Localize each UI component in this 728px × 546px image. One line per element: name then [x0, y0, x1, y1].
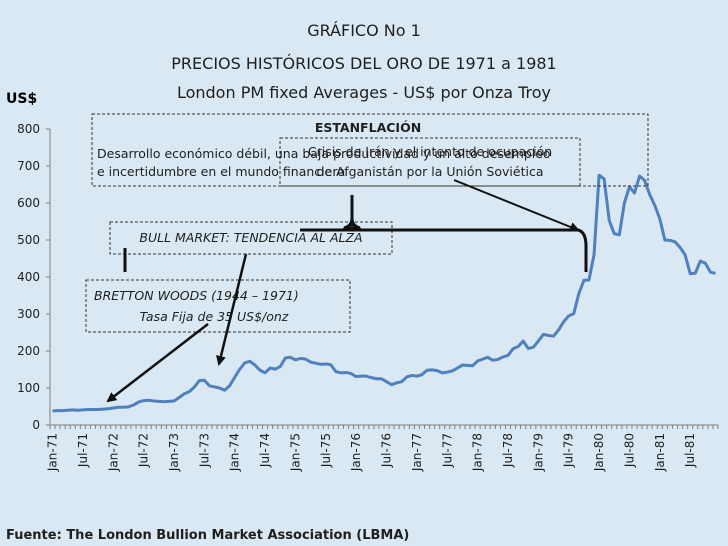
x-tick-label: Jan-78	[471, 433, 485, 472]
y-axis-label: US$	[6, 91, 37, 107]
x-tick-label: Jul-77	[440, 433, 454, 468]
chart-title-line3: London PM fixed Averages - US$ por Onza …	[177, 83, 551, 102]
x-tick-label: Jan-80	[592, 433, 606, 472]
x-tick-label: Jan-74	[228, 433, 242, 472]
x-tick-label: Jul-71	[76, 433, 90, 468]
y-tick-label: 100	[17, 381, 40, 395]
crisis-text-1: Crisis de Irán y el intento de ocupación	[308, 144, 552, 159]
x-tick-label: Jul-72	[137, 433, 151, 468]
y-tick-label: 0	[32, 418, 40, 432]
bull-market-label: BULL MARKET: TENDENCIA AL ALZA	[139, 230, 362, 245]
bull-market-box	[109, 221, 393, 255]
bretton-woods-text-1: BRETTON WOODS (1944 – 1971)	[94, 288, 299, 303]
desarrollo-text-1: Desarrollo económico débil, una baja pro…	[97, 146, 551, 161]
x-tick-label: Jul-79	[562, 433, 576, 468]
crisis-arrow	[453, 179, 580, 232]
y-tick-label: 700	[17, 159, 40, 173]
x-axis: Jan-71 Jul-71 Jan-72 Jul-72 Jan-73 Jul-73 Jan-…	[46, 424, 719, 472]
y-tick-label: 600	[17, 196, 40, 210]
x-tick-label: Jul-80	[622, 433, 636, 468]
bretton-woods-text-2: Tasa Fija de 35 US$/onz	[140, 309, 289, 324]
y-tick-label: 400	[17, 270, 40, 284]
x-tick-label: Jan-77	[410, 433, 424, 472]
y-tick-label: 300	[17, 307, 40, 321]
x-tick-label: Jan-76	[349, 433, 363, 472]
chart-title-line1: GRÁFICO No 1	[307, 21, 421, 40]
bretton-woods-box	[85, 279, 351, 333]
x-tick-label: Jul-76	[380, 433, 394, 468]
crisis-box	[279, 137, 581, 187]
y-tick-label: 500	[17, 233, 40, 247]
desarrollo-text-2: e incertidumbre en el mundo financiero	[97, 164, 345, 179]
chart-title-line2: PRECIOS HISTÓRICOS DEL ORO DE 1971 a 198…	[171, 54, 556, 73]
estanflacion-brace	[343, 195, 361, 230]
x-tick-label: Jul-78	[501, 433, 515, 468]
x-tick-label: Jan-79	[531, 433, 545, 472]
y-axis: 0 100 200 300 400 500 600 700 800	[17, 122, 51, 432]
crisis-text-2: de Afganistán por la Unión Soviética	[316, 164, 543, 179]
y-tick-label: 800	[17, 122, 40, 136]
x-tick-label: Jul-73	[197, 433, 211, 468]
source-note: Fuente: The London Bullion Market Associ…	[6, 528, 409, 543]
x-tick-label: Jan-71	[46, 433, 60, 472]
x-tick-label: Jul-81	[683, 433, 697, 468]
x-tick-label: Jan-72	[106, 433, 120, 472]
x-tick-label: Jan-75	[288, 433, 302, 472]
bull-market-arrow	[216, 253, 248, 366]
bretton-woods-arrow	[106, 323, 209, 403]
x-tick-label: Jul-74	[258, 433, 272, 468]
x-tick-label: Jan-81	[653, 433, 667, 472]
estanflacion-label: ESTANFLACIÓN	[315, 120, 421, 135]
x-tick-label: Jan-73	[167, 433, 181, 472]
x-tick-label: Jul-75	[319, 433, 333, 468]
y-tick-label: 200	[17, 344, 40, 358]
